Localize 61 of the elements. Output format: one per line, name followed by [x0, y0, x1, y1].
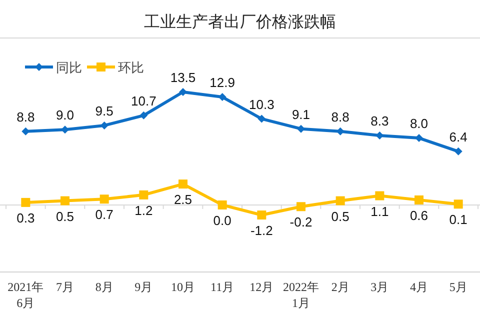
point [415, 134, 423, 142]
label: 6.4 [449, 129, 468, 144]
xtick: 3月 [370, 280, 389, 294]
point [100, 194, 109, 204]
legend-label: 同比 [56, 60, 82, 75]
xtick: 9月 [134, 280, 153, 294]
label: 0.0 [213, 212, 232, 228]
point [297, 124, 305, 133]
label: 10.3 [249, 96, 274, 112]
point [61, 126, 69, 134]
point [414, 195, 424, 204]
point [257, 210, 266, 220]
label: 0.5 [331, 208, 350, 224]
point [218, 93, 226, 102]
point [376, 132, 384, 140]
point [375, 191, 384, 200]
point [454, 147, 462, 156]
xtick: 2月 [331, 280, 350, 294]
point [178, 180, 188, 189]
label: 2.5 [174, 192, 192, 208]
point [218, 200, 227, 210]
xtick: 5月 [449, 280, 468, 294]
point [296, 202, 306, 212]
point [179, 88, 187, 96]
point [100, 121, 108, 130]
xtick: 4月 [410, 280, 428, 294]
label: 0.7 [95, 207, 114, 222]
legend-label: 环比 [118, 60, 144, 75]
title: 工业生产者出厂价格涨跌幅 [144, 14, 336, 31]
label: 0.1 [449, 212, 468, 228]
xtick: 2021年 6月 [8, 280, 44, 310]
point [21, 198, 30, 207]
label: 10.7 [131, 93, 156, 108]
label: 0.6 [410, 208, 428, 223]
xtick: 8月 [95, 280, 114, 294]
xtick: 7月 [56, 280, 74, 294]
point [336, 196, 345, 206]
point [258, 114, 266, 123]
xtick: 2022年 1月 [283, 280, 319, 310]
point [60, 196, 70, 206]
label: 9.0 [56, 108, 74, 123]
label: 8.0 [410, 116, 428, 132]
label: 1.1 [370, 204, 389, 219]
label: 9.5 [95, 103, 114, 118]
label: -0.2 [290, 214, 312, 230]
label: 1.2 [134, 202, 153, 218]
label: 8.3 [370, 114, 389, 128]
label: 13.5 [170, 70, 196, 85]
point [140, 111, 148, 120]
label: -1.2 [250, 223, 273, 238]
label: 0.5 [56, 208, 74, 224]
point [139, 190, 148, 200]
xtick: 12月 [250, 280, 274, 294]
point [454, 200, 463, 209]
label: 9.1 [292, 106, 310, 122]
label: 8.8 [331, 109, 350, 124]
xtick: 11月 [210, 280, 234, 294]
label: 12.9 [210, 75, 235, 90]
label: 8.8 [16, 109, 35, 124]
xtick: 10月 [171, 280, 195, 294]
label: 0.3 [16, 210, 35, 226]
